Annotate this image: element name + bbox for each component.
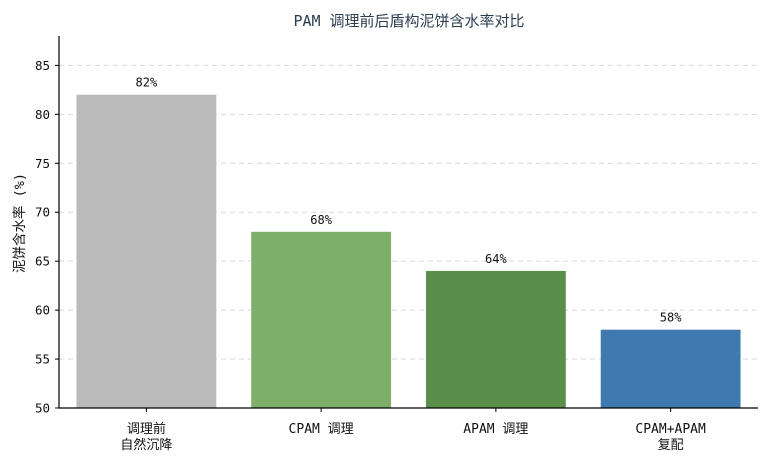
bar-1	[251, 231, 392, 408]
x-category-label-2-0: APAM 调理	[463, 422, 528, 437]
bars	[76, 94, 741, 408]
x-category-label-1-0: CPAM 调理	[289, 422, 354, 437]
y-tick-label-60: 60	[35, 303, 50, 318]
data-label-2: 64%	[485, 252, 507, 266]
x-category-label-0-0: 调理前	[127, 421, 166, 437]
chart-title: PAM 调理前后盾构泥饼含水率对比	[293, 12, 524, 30]
y-tick-label-55: 55	[35, 352, 50, 367]
bar-3	[600, 329, 741, 408]
data-label-0: 82%	[136, 76, 158, 90]
y-tick-label-80: 80	[35, 107, 50, 122]
bar-0	[76, 94, 217, 408]
x-category-label-3-0: CPAM+APAM	[635, 422, 706, 437]
data-label-1: 68%	[310, 213, 332, 227]
x-category-label-0-1: 自然沉降	[120, 437, 172, 453]
axes	[58, 36, 758, 409]
data-labels: 82% 68% 64% 58%	[136, 76, 683, 325]
y-ticks: 50 55 60 65 70 75 80 85	[35, 58, 59, 416]
y-tick-label-75: 75	[35, 156, 50, 171]
y-tick-label-65: 65	[35, 254, 50, 269]
bar-2	[425, 270, 566, 408]
y-tick-label-50: 50	[35, 401, 50, 416]
y-tick-label-70: 70	[35, 205, 50, 220]
data-label-3: 58%	[660, 311, 682, 325]
y-axis-title: 泥饼含水率 (%)	[11, 173, 28, 273]
y-tick-label-85: 85	[35, 58, 50, 73]
x-category-label-3-1: 复配	[658, 438, 684, 453]
